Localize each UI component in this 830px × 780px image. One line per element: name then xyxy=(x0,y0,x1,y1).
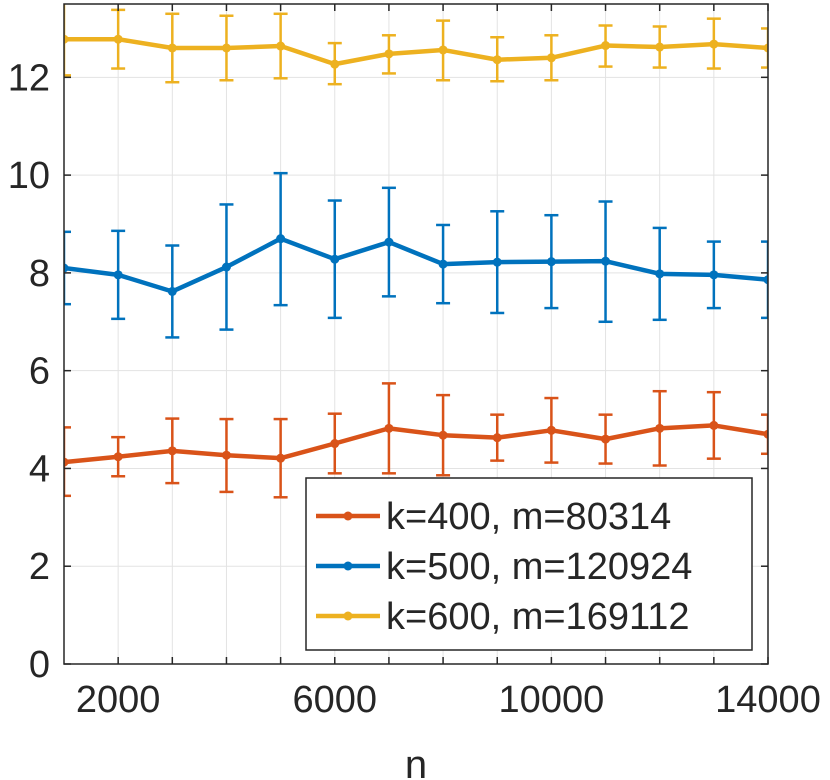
data-point xyxy=(64,457,69,467)
data-point xyxy=(167,286,177,296)
legend-swatch-marker xyxy=(343,611,353,621)
y-tick-label: 10 xyxy=(8,155,50,197)
legend-label: k=400, m=80314 xyxy=(386,496,671,538)
legend-label: k=600, m=169112 xyxy=(386,596,690,638)
legend: k=400, m=80314 k=500, m=120924 k=600, m=16… xyxy=(305,477,753,651)
x-tick-label: 2000 xyxy=(76,679,161,721)
data-point xyxy=(546,425,556,435)
data-point xyxy=(330,59,340,69)
y-tick-label: 4 xyxy=(29,448,50,490)
data-point xyxy=(167,43,177,53)
series-2 xyxy=(64,171,768,339)
x-tick-label: 10000 xyxy=(499,679,605,721)
data-point xyxy=(601,41,611,51)
x-axis-title: n xyxy=(405,743,427,780)
data-point xyxy=(601,256,611,266)
data-point xyxy=(546,53,556,63)
data-point xyxy=(276,234,286,244)
data-point xyxy=(276,41,286,51)
y-tick-label: 8 xyxy=(29,253,50,295)
data-point xyxy=(655,42,665,52)
data-point xyxy=(438,45,448,55)
y-tick-label: 6 xyxy=(29,351,50,393)
data-point xyxy=(492,257,502,267)
data-point xyxy=(492,55,502,65)
data-point xyxy=(601,434,611,444)
data-point xyxy=(113,270,123,280)
data-point xyxy=(167,446,177,456)
series-3 xyxy=(64,4,768,86)
data-point xyxy=(709,270,719,280)
x-tick-label: 14000 xyxy=(715,679,821,721)
data-point xyxy=(330,439,340,449)
data-point xyxy=(492,433,502,443)
series-line xyxy=(64,236,768,294)
data-point xyxy=(655,423,665,433)
data-point xyxy=(438,259,448,269)
data-point xyxy=(221,262,231,272)
data-point xyxy=(763,429,768,439)
legend-swatch-marker xyxy=(343,511,353,521)
data-point xyxy=(384,423,394,433)
data-point xyxy=(763,43,768,53)
legend-label: k=500, m=120924 xyxy=(386,546,692,588)
y-tick-label: 2 xyxy=(29,546,50,588)
data-point xyxy=(546,257,556,267)
legend-swatch-marker xyxy=(343,561,353,571)
axis-ticks: 2000 6000 10000 14000 0 2 4 6 8 10 12 xyxy=(8,4,821,721)
data-point xyxy=(438,430,448,440)
series-1 xyxy=(64,382,768,499)
data-point xyxy=(64,263,69,273)
plot-frame xyxy=(63,3,769,665)
data-point xyxy=(64,34,69,44)
y-tick-label: 0 xyxy=(29,644,50,686)
series-line xyxy=(64,423,768,465)
data-point xyxy=(330,254,340,264)
data-point xyxy=(221,43,231,53)
data-point xyxy=(384,49,394,59)
series-group xyxy=(64,4,768,499)
data-point xyxy=(763,275,768,285)
data-point xyxy=(655,269,665,279)
data-point xyxy=(113,452,123,462)
data-point xyxy=(709,39,719,49)
data-point xyxy=(221,450,231,460)
legend-box xyxy=(305,477,753,651)
y-tick-label: 12 xyxy=(8,57,50,99)
x-tick-label: 6000 xyxy=(292,679,377,721)
data-point xyxy=(113,34,123,44)
data-point xyxy=(384,237,394,247)
data-point xyxy=(276,453,286,463)
series-line xyxy=(64,36,768,67)
data-point xyxy=(709,420,719,430)
